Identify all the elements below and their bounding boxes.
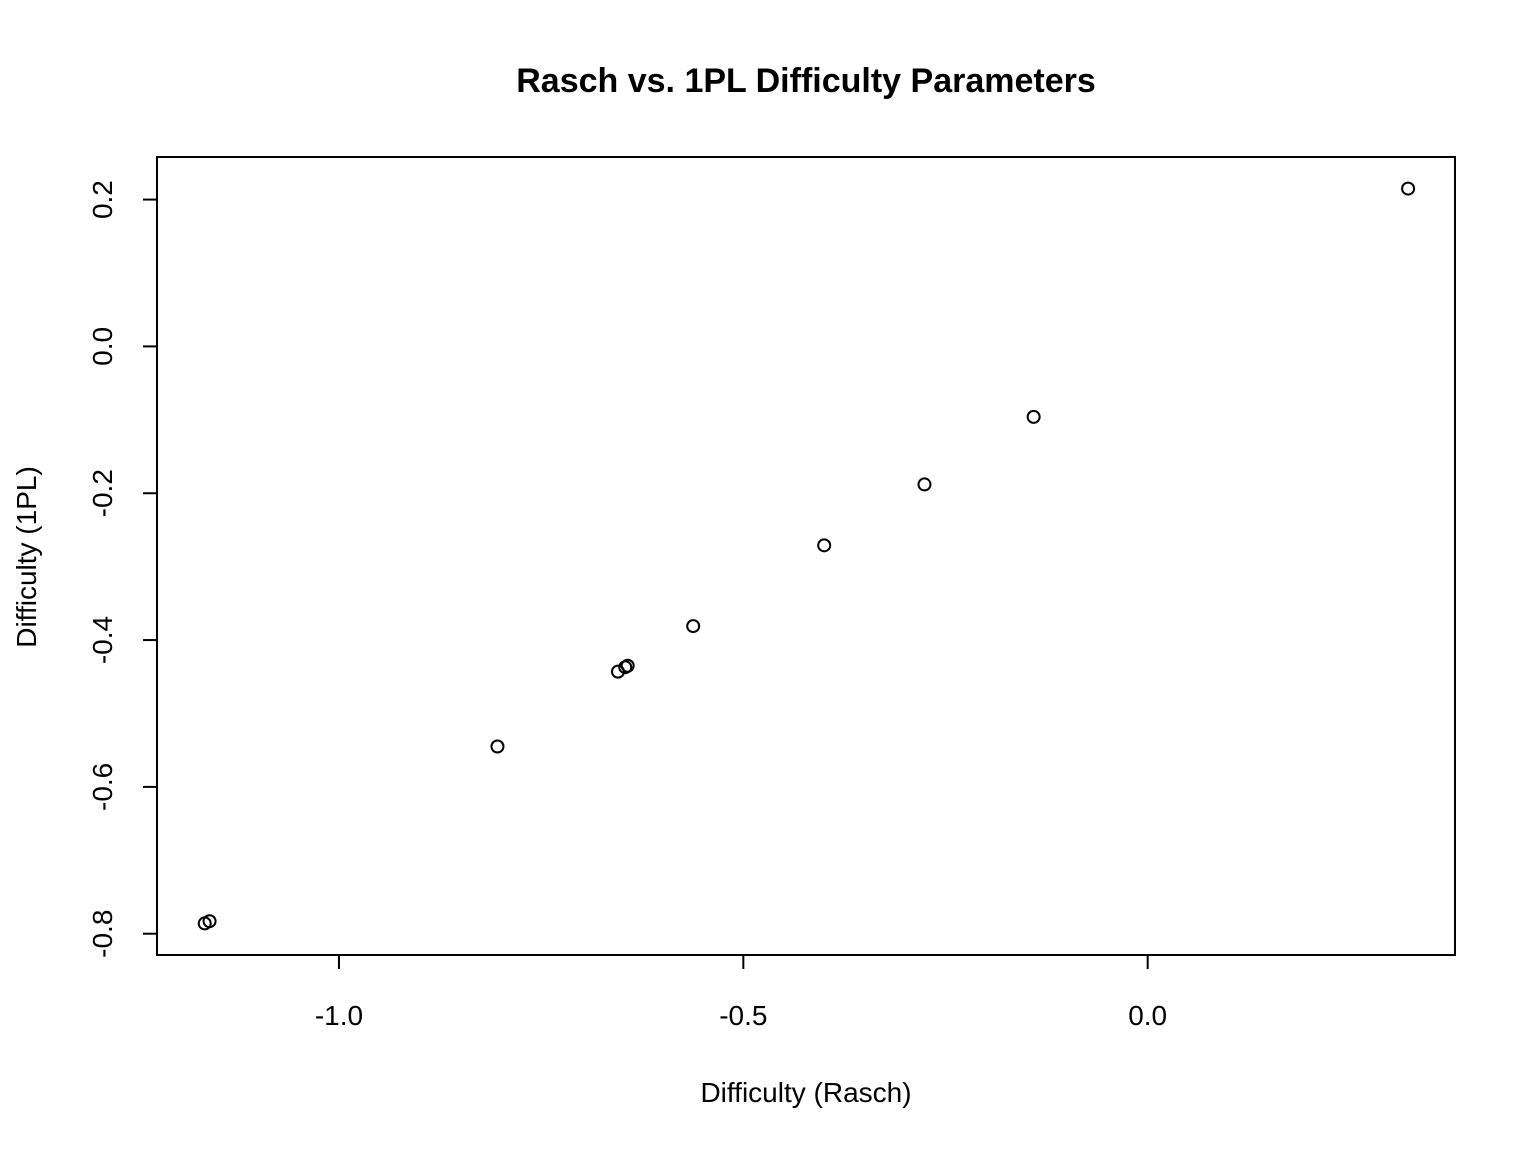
y-tick-label: 0.0: [87, 327, 118, 366]
data-point: [917, 477, 932, 492]
y-axis: -0.8 -0.6 -0.4 -0.2 0.0 0.2: [87, 180, 157, 958]
data-point: [202, 914, 217, 929]
chart-title: Rasch vs. 1PL Difficulty Parameters: [516, 62, 1096, 100]
x-axis: -1.0 -0.5 0.0: [315, 955, 1167, 1031]
x-axis-label: Difficulty (Rasch): [700, 1077, 911, 1108]
y-tick-label: 0.2: [87, 180, 118, 219]
data-point: [817, 538, 832, 553]
x-tick-label: -0.5: [719, 1000, 767, 1031]
data-points: [197, 181, 1416, 931]
y-tick-label: -0.8: [87, 910, 118, 958]
data-point: [490, 739, 505, 754]
data-point: [620, 658, 635, 673]
y-tick-label: -0.4: [87, 616, 118, 664]
data-point: [1026, 409, 1041, 424]
data-point: [1401, 181, 1416, 196]
x-tick-label: -1.0: [315, 1000, 363, 1031]
y-tick-label: -0.2: [87, 469, 118, 517]
plot-frame: [156, 156, 1456, 956]
y-axis-label: Difficulty (1PL): [11, 466, 42, 648]
data-point: [686, 619, 701, 634]
y-tick-label: -0.6: [87, 763, 118, 811]
x-tick-label: 0.0: [1128, 1000, 1167, 1031]
